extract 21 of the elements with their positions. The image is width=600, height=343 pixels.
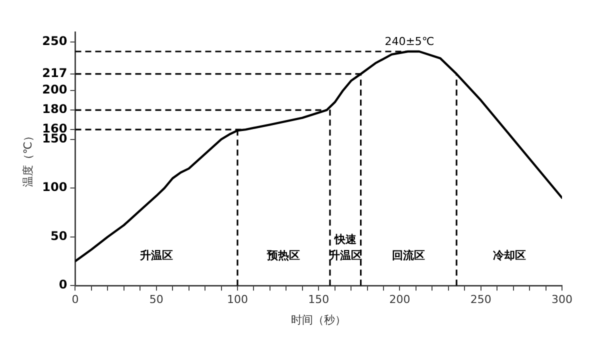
x-tick-label: 250 [470, 293, 492, 306]
x-axis-title: 时间（秒） [291, 313, 346, 326]
annotation: 240±5℃ [384, 34, 434, 48]
y-tick-label: 217 [42, 66, 68, 80]
annotation: 预热区 [266, 249, 300, 262]
y-tick-label: 180 [42, 102, 68, 116]
y-axis-title: 温度（℃） [21, 130, 34, 187]
y-tick-label: 100 [42, 180, 68, 194]
y-tick-label: 50 [50, 228, 68, 243]
x-tick-label: 150 [308, 293, 330, 306]
x-tick-label: 50 [149, 293, 164, 306]
x-tick-label: 100 [227, 293, 248, 306]
annotation: 升温区 [138, 249, 173, 262]
y-tick-label: 0 [58, 278, 68, 292]
x-tick-label: 0 [72, 293, 79, 306]
x-tick-label: 300 [552, 293, 572, 306]
y-tick-label: 200 [42, 82, 68, 97]
x-tick-label: 200 [389, 293, 410, 306]
annotation: 回流区 [392, 249, 426, 262]
annotation: 冷却区 [492, 249, 526, 262]
y-tick-label: 250 [42, 34, 68, 48]
